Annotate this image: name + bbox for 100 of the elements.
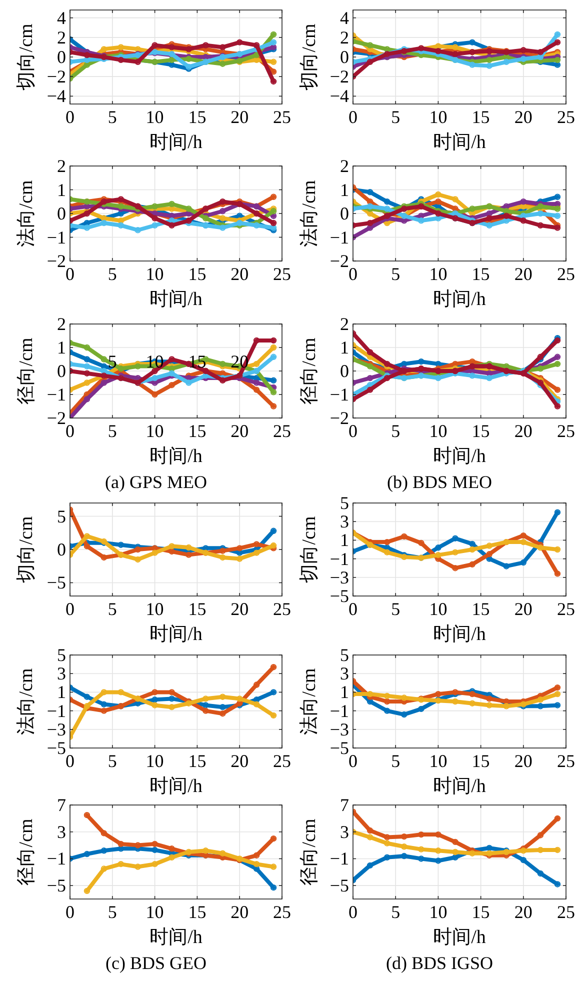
y-tick-label: −2 [330,66,349,87]
y-tick-label: 1 [57,338,66,358]
y-tick-label: −3 [330,719,349,740]
y-tick-label: −1 [46,384,66,404]
y-tick-label: −5 [330,586,349,606]
x-tick-label: 20 [230,751,249,771]
y-axis-title: 径向/cm [299,818,320,886]
y-tick-label: −5 [330,876,349,896]
x-tick-label: 20 [514,902,532,922]
y-tick-label: 1 [340,338,349,358]
y-tick-label: 3 [340,512,349,532]
y-axis-title: 切向/cm [299,24,320,90]
text: (a) GPS MEO [105,472,207,492]
x-tick-label: 5 [391,107,400,127]
x-tick-label: 5 [108,421,117,441]
x-axis-title: 时间/h [150,776,203,797]
x-tick-label: 15 [472,264,490,284]
y-tick-label: −2 [330,251,349,271]
text: (d) BDS IGSO [386,953,494,973]
x-tick-label: 10 [429,599,448,619]
x-tick-label: 20 [230,902,249,922]
x-tick-label: 10 [146,107,164,127]
x-axis-title: 时间/h [433,624,486,645]
y-tick-label: −1 [330,700,349,721]
y-tick-label: −4 [330,86,349,106]
x-axis-title: 时间/h [150,289,203,310]
x-tick-label: 10 [429,902,448,922]
y-tick-label: 1 [340,530,349,550]
y-tick-label: 2 [57,27,66,48]
y-tick-label: 3 [57,822,66,842]
y-tick-label: 1 [57,682,66,702]
y-axis-title: 切向/cm [299,516,320,583]
x-tick-label: 10 [429,421,448,441]
x-tick-label: 25 [557,902,575,922]
x-tick-label: 25 [557,264,575,284]
x-tick-label: 10 [429,107,448,127]
y-tick-label: −5 [46,738,66,758]
x-tick-label: 20 [230,264,249,284]
x-tick-label: 25 [273,751,291,771]
x-tick-label: 10 [146,599,164,619]
y-tick-label: 0 [57,540,66,560]
y-tick-label: 1 [340,180,349,200]
y-tick-label: −1 [330,384,349,404]
y-tick-label: 2 [57,314,66,334]
y-axis-title: 法向/cm [16,668,37,735]
y-tick-label: −1 [46,700,66,721]
x-tick-label: 15 [472,421,490,441]
x-tick-label: 25 [273,599,291,619]
x-tick-label: 25 [273,902,291,922]
x-tick-label: 20 [514,751,532,771]
y-tick-label: −2 [46,66,66,87]
y-tick-label: 2 [340,156,349,176]
x-axis-title: 时间/h [150,624,203,645]
x-tick-label: 5 [108,902,117,922]
x-axis-title: 时间/h [433,446,486,467]
y-tick-label: −3 [330,567,349,588]
x-tick-label: 5 [391,599,400,619]
x-tick-label: 10 [146,264,164,284]
x-tick-label: 15 [188,107,206,127]
x-tick-label: 5 [108,751,117,771]
x-axis-title: 时间/h [433,776,486,797]
x-tick-label: 20 [514,264,532,284]
y-tick-label: 3 [57,664,66,684]
x-tick-label: 5 [391,264,400,284]
x-tick-label: 5 [108,264,117,284]
y-tick-label: 3 [340,664,349,684]
x-tick-label: 25 [273,107,291,127]
y-tick-label: −2 [46,251,66,271]
x-tick-label: 15 [472,902,490,922]
x-tick-label: 10 [429,264,448,284]
y-tick-label: 7 [57,795,66,815]
text: (c) BDS GEO [106,953,206,973]
y-axis-title: 切向/cm [16,24,37,90]
y-tick-label: 0 [340,47,349,67]
y-tick-label: −1 [46,227,66,248]
y-tick-label: 4 [340,8,349,28]
y-tick-label: 1 [57,180,66,200]
y-axis-title: 法向/cm [16,180,37,247]
y-tick-label: −2 [330,408,349,428]
x-tick-label: 15 [188,264,206,284]
y-tick-label: 0 [57,47,66,67]
y-tick-label: 0 [340,361,349,381]
x-tick-label: 10 [429,751,448,771]
y-tick-label: 3 [340,822,349,842]
x-tick-label: 5 [391,751,400,771]
y-tick-label: −1 [330,548,349,569]
y-tick-label: 7 [340,795,349,815]
x-tick-label: 25 [557,751,575,771]
x-tick-label: 25 [557,599,575,619]
x-tick-label: 25 [273,421,291,441]
y-tick-label: −4 [46,86,66,106]
x-tick-label: 5 [391,902,400,922]
x-tick-label: 20 [230,107,249,127]
x-tick-label: 15 [188,599,206,619]
y-tick-label: 2 [340,314,349,334]
y-tick-label: 0 [57,204,66,224]
x-tick-label: 20 [230,421,249,441]
x-tick-label: 15 [472,599,490,619]
y-axis-title: 径向/cm [299,338,320,404]
text: (b) BDS MEO [386,472,492,492]
